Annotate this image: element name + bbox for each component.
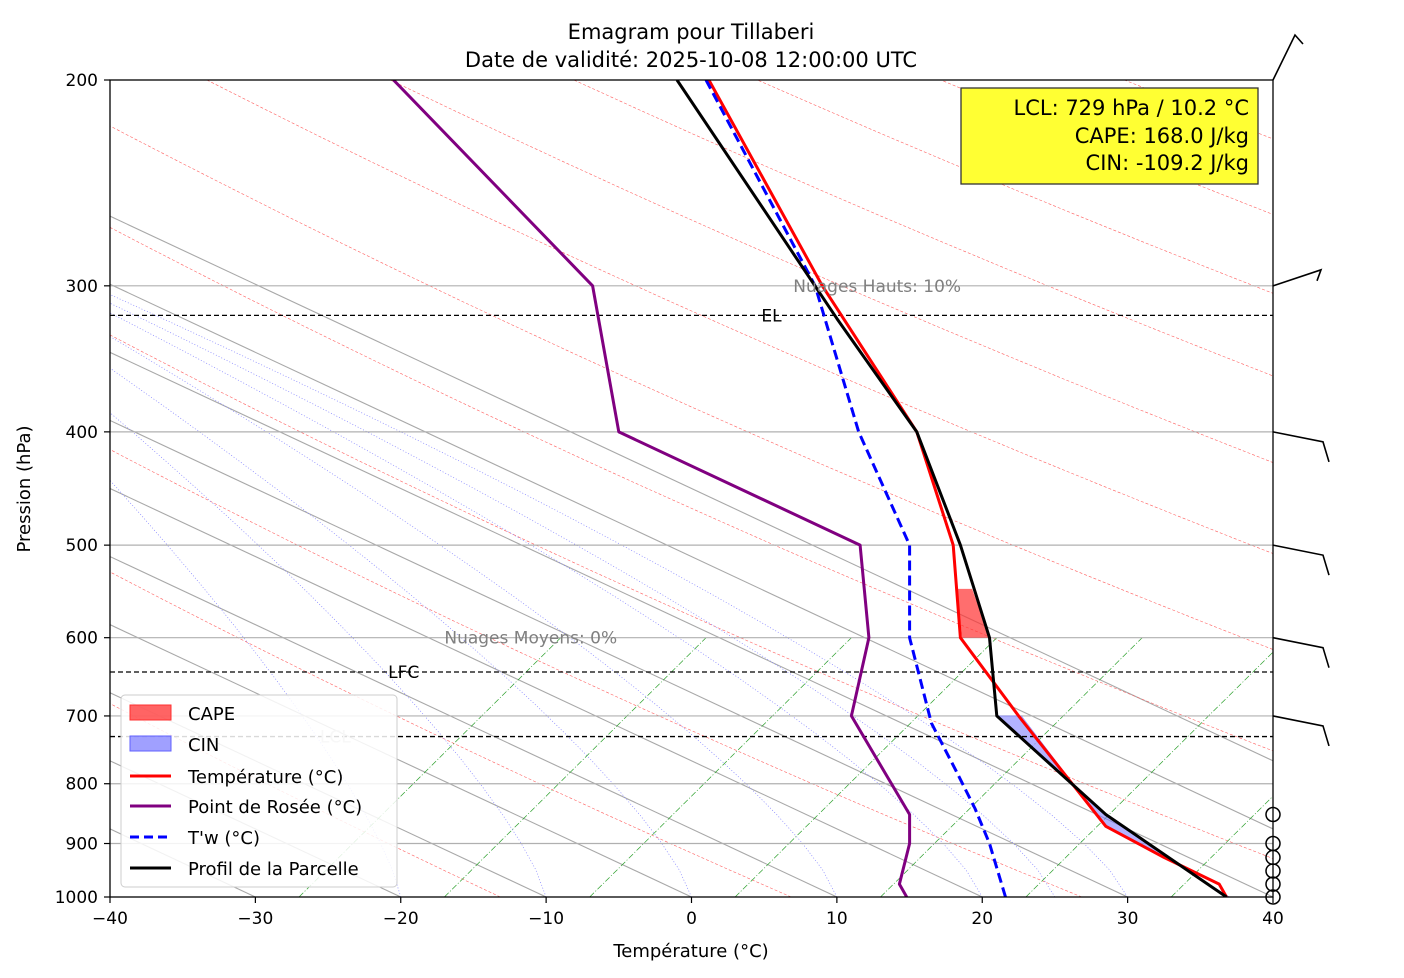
annotations: Nuages Hauts: 10% Nuages Moyens: 0%	[444, 277, 961, 649]
wind-barb-shaft	[1272, 431, 1330, 463]
wetbulb-line	[704, 80, 1007, 897]
level-label-lfc: LFC	[388, 663, 419, 683]
skewed-isotherm	[110, 624, 692, 897]
y-tick-label: 900	[66, 835, 98, 855]
legend-label-wetbulb: T'w (°C)	[187, 828, 260, 849]
wind-barb	[1272, 636, 1330, 668]
y-tick-label: 500	[66, 536, 98, 556]
right-side-markers	[1265, 33, 1330, 905]
skewed-isotherm	[110, 351, 1273, 897]
mixing-ratio-line	[298, 637, 561, 897]
x-tick-label: 40	[1262, 909, 1284, 929]
info-box: LCL: 729 hPa / 10.2 °C CAPE: 168.0 J/kg …	[960, 87, 1259, 185]
wind-barb	[1272, 544, 1330, 576]
x-tick-label: 0	[686, 909, 697, 929]
legend-label-temperature: Température (°C)	[187, 767, 343, 788]
skewed-isotherm	[110, 555, 838, 897]
skewed-isotherm	[110, 283, 1273, 830]
wind-barb	[1272, 715, 1330, 747]
info-cin: CIN: -109.2 J/kg	[1086, 151, 1249, 175]
dry-adiabat	[110, 449, 1082, 897]
wind-barb	[1272, 431, 1330, 463]
dry-adiabat	[206, 80, 1273, 554]
mixing-ratio-line	[880, 637, 1143, 897]
dry-adiabat	[757, 80, 1273, 294]
y-tick-label: 400	[66, 423, 98, 443]
dry-adiabat	[110, 125, 1273, 650]
dry-adiabat	[110, 571, 792, 897]
legend-frame	[120, 694, 398, 888]
x-tick-label: 20	[971, 909, 993, 929]
cape-fill	[957, 588, 990, 638]
legend-swatch-cape	[129, 704, 172, 721]
parcel-line	[675, 80, 1228, 897]
y-tick-label: 600	[66, 629, 98, 649]
wind-barb	[1272, 268, 1323, 287]
cloud-label-1: Nuages Moyens: 0%	[444, 629, 617, 649]
legend-swatch-cin	[129, 735, 172, 752]
chart-title: Emagram pour Tillaberi	[568, 20, 815, 44]
x-tick-label: 10	[826, 909, 848, 929]
dry-adiabat	[573, 80, 1273, 377]
level-lines: ELLFCLCL	[110, 306, 1273, 748]
cloud-cover-marker	[1265, 835, 1281, 852]
series-lines	[392, 80, 1228, 897]
x-axis-label: Température (°C)	[612, 941, 768, 962]
dewpoint-line	[392, 80, 912, 897]
mixing-ratio-line	[589, 637, 852, 897]
y-tick-label: 700	[66, 707, 98, 727]
mixing-ratio-line	[1025, 651, 1273, 897]
dry-adiabat	[1308, 80, 1404, 897]
cloud-cover-marker	[1265, 876, 1281, 892]
x-tick-label: 30	[1117, 909, 1139, 929]
moist-adiabat	[110, 294, 1128, 897]
cloud-cover-marker	[1265, 889, 1281, 905]
mixing-ratio-line	[734, 637, 998, 897]
wind-barb	[1272, 33, 1304, 81]
info-cape: CAPE: 168.0 J/kg	[1075, 124, 1249, 148]
dry-adiabat	[390, 80, 1273, 463]
cin-fill	[996, 715, 1230, 897]
y-tick-label: 800	[66, 775, 98, 795]
info-box-bg	[960, 87, 1259, 185]
x-tick-label: −40	[92, 909, 128, 929]
wind-barb-shaft	[1272, 544, 1330, 576]
wind-barb-shaft	[1272, 636, 1330, 668]
level-label-el: EL	[761, 306, 782, 326]
x-tick-label: −30	[237, 909, 273, 929]
wind-barb-shaft	[1272, 33, 1304, 81]
dry-adiabat	[110, 334, 1273, 859]
x-tick-label: −20	[383, 909, 419, 929]
dry-adiabat	[1124, 80, 1273, 140]
mixing-ratio-line	[1317, 638, 1404, 897]
y-tick-label: 1000	[55, 888, 98, 908]
chart-subtitle: Date de validité: 2025-10-08 12:00:00 UT…	[465, 48, 917, 72]
mixing-ratio-line	[1170, 795, 1273, 897]
cape-cin-fills	[957, 588, 1230, 897]
cloud-cover-marker	[1265, 806, 1281, 823]
wind-barb-shaft	[1272, 268, 1323, 287]
cloud-label-0: Nuages Hauts: 10%	[793, 277, 961, 297]
y-axis-label: Pression (hPa)	[14, 425, 35, 552]
legend-label-parcel: Profil de la Parcelle	[188, 859, 359, 880]
legend-label-cin: CIN	[188, 735, 219, 756]
legend: CAPE CIN Température (°C) Point de Rosée…	[120, 694, 398, 888]
wind-barb-shaft	[1272, 715, 1330, 747]
x-axis-ticks: −40 −30 −20 −10 0 10 20 30 40	[92, 897, 1284, 929]
y-tick-label: 300	[66, 277, 98, 297]
temperature-line	[707, 80, 1228, 897]
skewed-isotherm	[110, 419, 1128, 897]
legend-label-cape: CAPE	[188, 704, 235, 725]
x-tick-label: −10	[528, 909, 564, 929]
moist-adiabat	[110, 336, 838, 897]
info-lcl: LCL: 729 hPa / 10.2 °C	[1014, 96, 1250, 120]
legend-label-dewpoint: Point de Rosée (°C)	[188, 797, 362, 818]
mixing-ratio-line	[444, 637, 707, 897]
dry-adiabat	[110, 227, 1273, 752]
y-tick-label: 200	[66, 71, 98, 91]
y-axis-ticks: 1000 900 800 700 600 500 400 300 200	[55, 71, 110, 908]
